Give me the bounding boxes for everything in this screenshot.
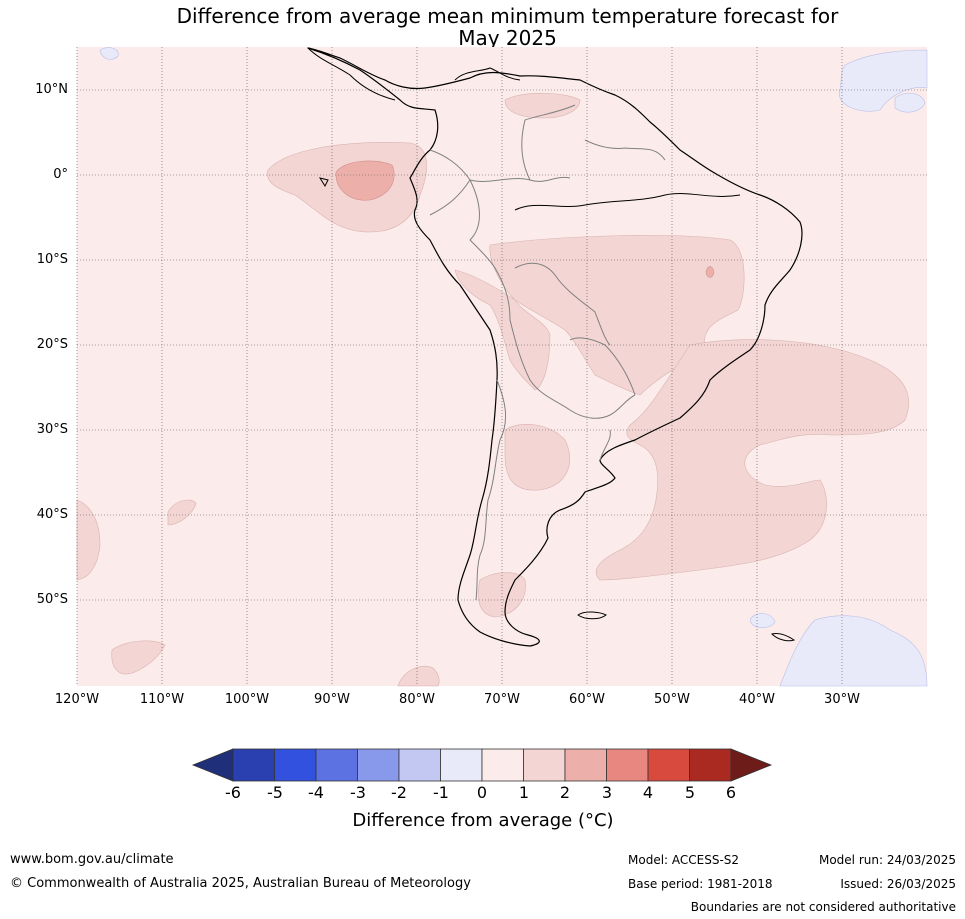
falkland-islands <box>577 611 607 620</box>
anomaly-region-s-atlantic <box>595 339 909 581</box>
colorbar-bin <box>274 748 317 782</box>
website-link[interactable]: www.bom.gov.au/climate <box>10 852 174 867</box>
colorbar-tick: -5 <box>267 783 283 802</box>
anomaly-region-south-small <box>397 666 440 687</box>
lat-label: 0° <box>53 167 68 182</box>
colorbar-tick: -1 <box>433 783 449 802</box>
anomaly-region-brazil-spot <box>705 266 715 278</box>
lon-label: 100°W <box>224 692 270 707</box>
colorbar-tick: -2 <box>391 783 407 802</box>
colorbar-tick: 4 <box>642 783 654 802</box>
map-title-line1: Difference from average mean minimum tem… <box>176 4 839 28</box>
lat-label: 40°S <box>36 507 68 522</box>
lon-label: 120°W <box>54 692 100 707</box>
colorbar-tick: 2 <box>559 783 571 802</box>
colorbar-bin <box>232 748 275 782</box>
anomaly-region-caribbean <box>504 92 581 119</box>
lon-label: 90°W <box>314 692 350 707</box>
lat-label: 50°S <box>36 592 68 607</box>
cool-region-nw <box>99 47 119 60</box>
colorbar-arrow-high <box>730 748 773 782</box>
colorbar-arrow-low <box>191 748 234 782</box>
colorbar-bin <box>398 748 441 782</box>
graticule <box>76 47 927 686</box>
lon-label: 110°W <box>139 692 185 707</box>
colorbar-bin <box>357 748 400 782</box>
colorbar-bin <box>606 748 649 782</box>
colorbar-tick: -3 <box>350 783 366 802</box>
colorbar-bin <box>647 748 690 782</box>
colorbar-bin <box>315 748 358 782</box>
coastlines <box>307 47 803 647</box>
colorbar-label: Difference from average (°C) <box>352 810 614 831</box>
lon-label: 30°W <box>824 692 860 707</box>
colorbar-bin <box>564 748 607 782</box>
lat-label: 10°S <box>36 252 68 267</box>
colorbar <box>191 748 773 782</box>
lat-label: 20°S <box>36 337 68 352</box>
lat-label: 30°S <box>36 422 68 437</box>
anomaly-region-sw-pacific <box>111 640 166 675</box>
lon-label: 70°W <box>484 692 520 707</box>
colorbar-bin <box>481 748 524 782</box>
galapagos <box>318 177 329 188</box>
anomaly-regions-strong <box>335 160 715 278</box>
colorbar-bin <box>523 748 566 782</box>
map-title-line2: May 2025 <box>458 26 557 50</box>
anomaly-regions <box>76 92 909 687</box>
cool-region-ne-small <box>894 92 926 113</box>
cool-region-se <box>779 615 928 687</box>
central-america-coast <box>307 47 521 101</box>
lon-label: 80°W <box>399 692 435 707</box>
colorbar-bin <box>440 748 483 782</box>
south-america-coastline <box>307 47 803 647</box>
colorbar-tick: 6 <box>725 783 737 802</box>
cool-region-ne-atlantic <box>839 49 928 112</box>
colorbar-tick: -4 <box>308 783 324 802</box>
lon-label: 60°W <box>569 692 605 707</box>
base-period: Base period: 1981-2018 <box>628 877 773 891</box>
model-name: Model: ACCESS-S2 <box>628 853 740 867</box>
colorbar-bin <box>689 748 732 782</box>
model-run: Model run: 24/03/2025 <box>818 853 956 867</box>
lon-label: 50°W <box>654 692 690 707</box>
anomaly-region-argentina <box>504 424 570 491</box>
colorbar-tick: 5 <box>684 783 696 802</box>
amazon-river <box>514 193 741 211</box>
colorbar-tick: 0 <box>476 783 488 802</box>
cool-regions <box>99 47 928 687</box>
lat-label: 10°N <box>35 82 68 97</box>
lon-label: 40°W <box>739 692 775 707</box>
south-georgia <box>771 633 796 642</box>
boundaries-disclaimer: Boundaries are not considered authoritat… <box>690 900 956 914</box>
anomaly-region-galapagos-warm <box>335 160 395 201</box>
copyright-text: © Commonwealth of Australia 2025, Austra… <box>10 876 471 891</box>
islands <box>318 177 796 642</box>
anomaly-region-andes <box>454 269 551 391</box>
anomaly-region-west-edge <box>76 499 101 581</box>
anomaly-region-s-pacific-small <box>167 499 197 526</box>
colorbar-tick: -6 <box>225 783 241 802</box>
colorbar-tick: 1 <box>518 783 530 802</box>
issued-date: Issued: 26/03/2025 <box>840 877 956 891</box>
colorbar-tick: 3 <box>601 783 613 802</box>
